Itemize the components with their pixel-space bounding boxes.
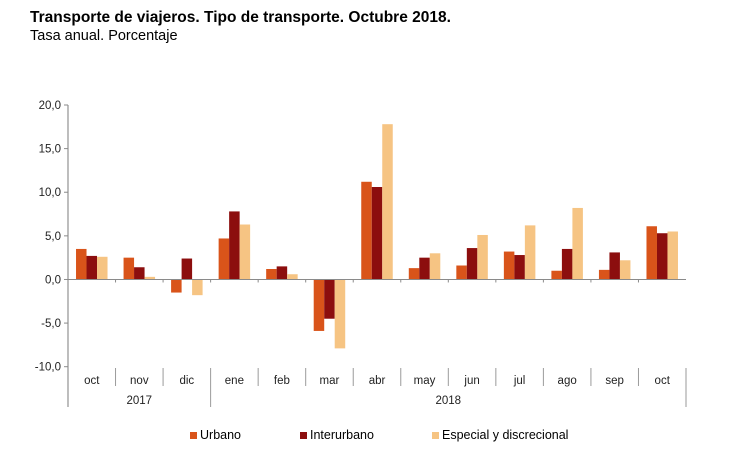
bar-especial-y-discrecional-4	[287, 274, 298, 280]
legend-item-especial: Especial y discrecional	[432, 428, 568, 442]
bar-urbano-9	[503, 251, 515, 280]
x-category-label: abr	[369, 375, 386, 387]
x-category-label: feb	[274, 375, 290, 387]
legend-item-urbano: Urbano	[190, 428, 241, 442]
bar-interurbano-8	[466, 248, 478, 280]
axes-layer	[67, 105, 687, 407]
bar-especial-y-discrecional-9	[524, 225, 536, 280]
bar-especial-y-discrecional-7	[429, 253, 441, 280]
x-category-label: jul	[513, 375, 526, 387]
x-year-label: 2018	[436, 395, 462, 407]
bar-urbano-0	[76, 248, 87, 280]
bar-urbano-11	[598, 269, 610, 280]
x-category-label: dic	[179, 375, 194, 387]
x-category-label: oct	[655, 375, 671, 387]
y-tick-label: 10,0	[39, 187, 61, 199]
bar-interurbano-0	[86, 255, 98, 280]
x-category-label: nov	[130, 375, 149, 387]
legend-label-especial: Especial y discrecional	[442, 428, 569, 442]
y-tick-label: 0,0	[45, 274, 61, 286]
chart-subtitle: Tasa anual. Porcentaje	[30, 28, 178, 44]
bar-especial-y-discrecional-2	[192, 279, 203, 296]
y-tick-label: 15,0	[39, 144, 61, 156]
legend-item-interurbano: Interurbano	[300, 428, 374, 442]
bar-interurbano-4	[276, 266, 288, 280]
legend: Urbano Interurbano Especial y discrecion…	[0, 428, 750, 446]
y-tick-label: -10,0	[35, 362, 61, 374]
bar-urbano-2	[171, 279, 182, 293]
x-axis-labels: oct nov dic ene feb mar abr may jun jul ago sep oct 2…	[84, 375, 671, 407]
bar-especial-y-discrecional-11	[619, 260, 631, 280]
bar-urbano-3	[218, 238, 230, 280]
bar-especial-y-discrecional-0	[97, 256, 108, 280]
bar-especial-y-discrecional-8	[477, 234, 488, 280]
x-category-label: sep	[605, 375, 624, 387]
bar-especial-y-discrecional-5	[334, 279, 346, 349]
x-year-label: 2017	[127, 395, 153, 407]
bar-urbano-8	[456, 265, 467, 280]
bar-interurbano-3	[229, 211, 240, 280]
bar-urbano-1	[123, 257, 135, 280]
bar-interurbano-7	[419, 257, 430, 280]
bar-urbano-6	[361, 181, 372, 280]
bar-especial-y-discrecional-12	[667, 231, 678, 280]
bar-interurbano-10	[561, 248, 573, 280]
x-category-label: ene	[225, 375, 244, 387]
y-axis-ticks: 20,0 15,0 10,0 5,0 0,0 -5,0 -10,0	[35, 100, 68, 374]
bar-interurbano-2	[181, 258, 193, 280]
chart-title: Transporte de viajeros. Tipo de transpor…	[30, 9, 451, 26]
bar-interurbano-12	[656, 233, 668, 280]
x-category-label: oct	[84, 375, 100, 387]
bar-especial-y-discrecional-3	[239, 224, 251, 280]
bar-interurbano-11	[609, 252, 620, 280]
bar-especial-y-discrecional-10	[572, 207, 583, 280]
x-category-label: ago	[558, 375, 577, 387]
bar-urbano-7	[408, 268, 420, 280]
legend-label-urbano: Urbano	[200, 428, 241, 442]
y-tick-label: 5,0	[45, 231, 61, 243]
legend-swatch-especial	[432, 431, 439, 439]
bar-interurbano-9	[514, 255, 525, 280]
bar-interurbano-1	[134, 267, 145, 280]
x-category-label: jun	[463, 375, 479, 387]
bar-urbano-5	[313, 279, 325, 331]
y-tick-label: 20,0	[39, 100, 61, 112]
bar-urbano-4	[266, 269, 277, 280]
bar-interurbano-5	[324, 279, 335, 319]
bar-urbano-12	[646, 226, 657, 280]
bar-especial-y-discrecional-6	[382, 124, 393, 280]
legend-label-interurbano: Interurbano	[310, 428, 374, 442]
x-category-label: mar	[320, 375, 340, 387]
bar-especial-y-discrecional-1	[144, 276, 156, 280]
bar-interurbano-6	[371, 187, 383, 280]
bar-urbano-10	[551, 270, 562, 280]
legend-swatch-interurbano	[300, 431, 307, 439]
legend-swatch-urbano	[190, 431, 197, 439]
bars-layer	[76, 124, 678, 349]
y-tick-label: -5,0	[41, 318, 61, 330]
x-category-label: may	[414, 375, 436, 387]
